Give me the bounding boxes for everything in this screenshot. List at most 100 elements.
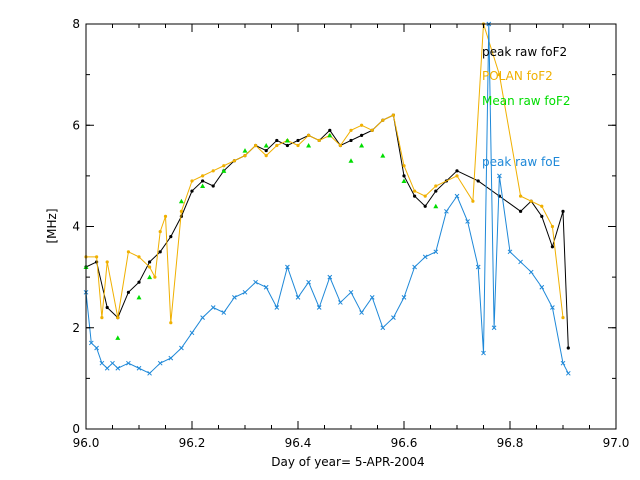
data-point <box>560 360 566 366</box>
series-polan-fof2 <box>84 22 565 325</box>
data-point <box>540 214 544 218</box>
data-point <box>126 250 130 254</box>
data-point <box>360 133 364 137</box>
data-point <box>295 295 301 300</box>
data-point <box>328 128 332 132</box>
data-point <box>158 229 162 234</box>
data-point <box>348 289 354 295</box>
data-point <box>157 360 163 366</box>
data-point <box>211 169 215 173</box>
data-point <box>413 194 417 198</box>
x-tick-label: 96.2 <box>179 436 206 450</box>
data-point <box>565 370 571 376</box>
data-point <box>540 204 544 208</box>
data-point <box>201 179 205 183</box>
data-point <box>465 219 470 224</box>
y-tick-label: 0 <box>72 422 80 436</box>
data-point <box>211 184 215 188</box>
series-line-peak-raw-fof2 <box>85 114 569 349</box>
data-point <box>550 224 555 229</box>
data-point <box>550 305 555 310</box>
data-point <box>381 118 385 122</box>
data-point <box>163 214 168 218</box>
legend: peak raw foF2 POLAN foF2 Mean raw foF2 p… <box>482 45 571 169</box>
data-point <box>263 284 269 290</box>
y-tick-label: 4 <box>72 220 80 234</box>
data-point <box>306 279 311 285</box>
data-point <box>105 260 109 264</box>
data-point <box>348 158 354 163</box>
data-point <box>275 143 279 148</box>
data-point <box>423 204 427 208</box>
data-point <box>168 355 174 361</box>
data-point <box>327 132 333 138</box>
data-point <box>254 143 258 148</box>
data-point <box>147 370 152 376</box>
data-point <box>369 295 375 300</box>
data-point <box>519 209 523 213</box>
series-line-peak-raw-foe <box>85 23 569 374</box>
data-point <box>253 279 258 285</box>
data-point <box>413 189 417 193</box>
data-point <box>104 365 110 371</box>
data-point <box>88 340 94 346</box>
data-point <box>126 290 130 294</box>
data-point <box>518 259 523 265</box>
data-point <box>307 133 311 137</box>
data-point <box>264 148 268 153</box>
data-point <box>454 193 460 199</box>
data-point <box>115 365 121 371</box>
data-point <box>359 310 364 315</box>
data-point <box>136 294 142 300</box>
data-point <box>476 179 480 183</box>
series-mean-raw-fof2 <box>83 132 439 340</box>
data-point <box>137 280 141 284</box>
data-point <box>148 265 152 269</box>
data-point <box>528 269 534 275</box>
axis-layer: 96.0 96.2 96.4 96.6 96.8 97.0 0 2 4 6 8 <box>72 17 629 450</box>
data-point <box>481 350 486 356</box>
data-point <box>99 360 105 366</box>
data-point <box>306 143 312 148</box>
data-point <box>179 345 184 351</box>
data-point <box>222 164 226 168</box>
data-point <box>359 143 365 148</box>
data-point <box>275 138 279 143</box>
data-point <box>105 305 109 310</box>
legend-entry-mean-raw-foF2: Mean raw foF2 <box>482 94 571 108</box>
data-point <box>153 275 157 279</box>
x-axis-label: Day of year= 5-APR-2004 <box>271 455 424 469</box>
legend-entry-polan-foF2: POLAN foF2 <box>482 69 553 83</box>
y-tick-label: 2 <box>72 321 80 335</box>
data-point <box>566 346 570 350</box>
x-tick-label: 96.4 <box>285 436 312 450</box>
data-point <box>497 173 502 179</box>
data-point <box>243 154 247 158</box>
data-point <box>221 168 227 173</box>
data-point <box>126 360 131 366</box>
data-point <box>232 159 236 163</box>
x-tick-label: 96.6 <box>391 436 418 450</box>
data-point <box>471 199 475 203</box>
data-point <box>169 321 173 325</box>
data-point <box>434 184 438 188</box>
data-point <box>136 365 142 371</box>
data-point <box>179 209 183 213</box>
data-point <box>274 305 280 310</box>
data-point <box>412 264 417 270</box>
data-point <box>401 295 407 300</box>
data-point <box>95 255 99 259</box>
data-point <box>221 310 227 315</box>
data-point <box>158 250 162 254</box>
data-point <box>317 138 321 143</box>
data-point <box>296 138 300 143</box>
data-point <box>360 123 364 127</box>
data-point <box>434 189 438 193</box>
data-point <box>327 274 333 280</box>
data-point <box>380 325 386 331</box>
y-tick-label: 8 <box>72 17 80 31</box>
data-point <box>110 360 115 366</box>
data-point <box>178 198 184 204</box>
data-point <box>338 143 342 148</box>
y-axis-label: [MHz] <box>45 208 59 243</box>
